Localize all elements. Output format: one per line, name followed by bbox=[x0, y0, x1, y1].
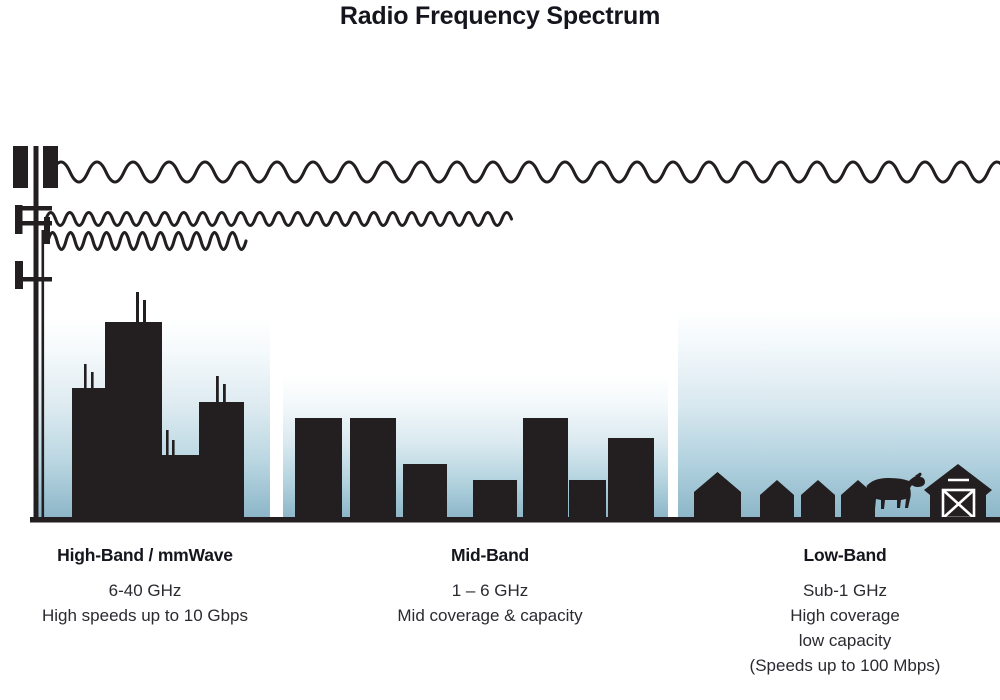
antenna-panel-left bbox=[13, 146, 28, 188]
cell-tower bbox=[13, 146, 58, 522]
band-heading: Low-Band bbox=[803, 545, 887, 565]
cow-icon bbox=[860, 472, 925, 509]
tower-mast-secondary bbox=[41, 230, 45, 522]
band-detail-line: 6-40 GHz bbox=[108, 581, 182, 601]
building-spire bbox=[136, 292, 139, 326]
skyline-low-band bbox=[694, 464, 992, 520]
skyline-mid-band bbox=[295, 418, 654, 518]
ground-line bbox=[30, 517, 1000, 523]
spectrum-scene bbox=[13, 146, 1000, 523]
radio-waves bbox=[44, 160, 1000, 252]
building bbox=[473, 480, 517, 518]
building bbox=[295, 418, 342, 518]
page-title: Radio Frequency Spectrum bbox=[339, 2, 661, 30]
spectrum-illustration bbox=[13, 146, 1000, 523]
tower-crossbar-top bbox=[20, 206, 52, 211]
band-detail-line: (Speeds up to 100 Mbps) bbox=[749, 656, 941, 676]
band-detail-line: Sub-1 GHz bbox=[802, 581, 888, 601]
band-detail-line: High speeds up to 10 Gbps bbox=[41, 606, 249, 626]
antenna-panel-mid-right bbox=[44, 217, 50, 244]
building bbox=[350, 418, 396, 518]
building bbox=[162, 455, 206, 518]
building-spire bbox=[166, 430, 169, 458]
band-detail-line: Mid coverage & capacity bbox=[397, 606, 583, 626]
band-caption-mid-band: Mid-Band 1 – 6 GHz Mid coverage & capaci… bbox=[340, 545, 640, 629]
antenna-panel-lower bbox=[15, 261, 23, 289]
band-heading: High-Band / mmWave bbox=[57, 545, 233, 565]
building-spire bbox=[84, 364, 87, 392]
building-spire bbox=[216, 376, 219, 404]
barn-door-cross-b bbox=[942, 489, 975, 519]
house bbox=[760, 480, 794, 518]
antenna-panel-mid-left bbox=[15, 205, 23, 234]
tower-crossbar-low bbox=[20, 277, 52, 282]
building bbox=[105, 322, 162, 518]
house bbox=[801, 480, 835, 518]
house bbox=[841, 480, 875, 518]
band-detail-line: 1 – 6 GHz bbox=[451, 581, 529, 601]
band-caption-low-band: Low-Band Sub-1 GHz High coverage low cap… bbox=[690, 545, 1000, 679]
building bbox=[608, 438, 654, 518]
building bbox=[403, 464, 447, 518]
building bbox=[199, 402, 244, 518]
wave-mid-band bbox=[44, 210, 514, 228]
antenna-panel-right bbox=[43, 146, 58, 188]
building-spire bbox=[223, 384, 226, 404]
building-spire bbox=[172, 440, 175, 458]
wave-low-band bbox=[50, 160, 1000, 184]
skyline-high-band bbox=[72, 292, 244, 518]
band-detail-line: low capacity bbox=[798, 631, 892, 651]
band-heading: Mid-Band bbox=[450, 545, 530, 565]
building-spire bbox=[143, 300, 146, 326]
building-spire bbox=[91, 372, 94, 392]
band-caption-high-band: High-Band / mmWave 6-40 GHz High speeds … bbox=[0, 545, 290, 629]
building bbox=[569, 480, 606, 518]
tower-mast bbox=[33, 146, 39, 522]
band-detail-line: High coverage bbox=[790, 606, 900, 626]
tower-crossbar-mid bbox=[20, 221, 52, 226]
house bbox=[694, 472, 741, 518]
building bbox=[523, 418, 568, 518]
wave-high-band bbox=[46, 230, 248, 252]
